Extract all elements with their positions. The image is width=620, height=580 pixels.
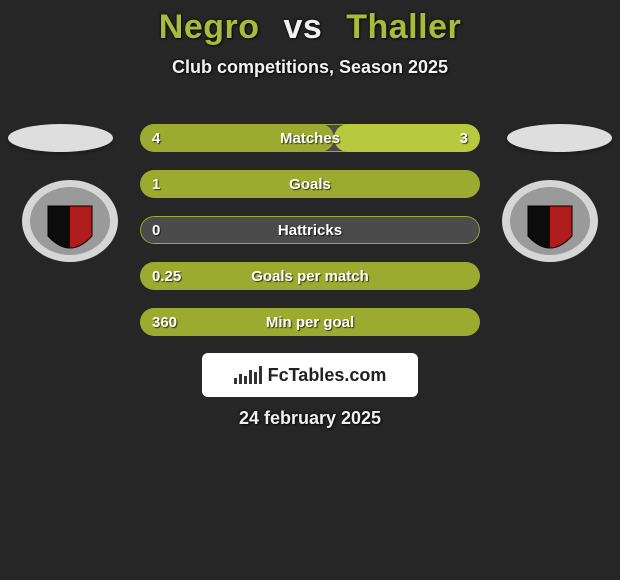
subtitle: Club competitions, Season 2025 bbox=[0, 57, 620, 78]
player-2-name: Thaller bbox=[346, 8, 461, 46]
stats-table: Matches4 3 Goals1 Hattricks0 Goals per match… bbox=[140, 124, 480, 354]
stat-value-left: 4 bbox=[152, 124, 160, 152]
comparison-card: Negro vs Thaller Club competitions, Seas… bbox=[0, 0, 620, 580]
player-2-club-crest: C.A. COLON bbox=[500, 178, 600, 264]
brand-badge: FcTables.com bbox=[202, 353, 418, 397]
stat-value-left: 0 bbox=[152, 216, 160, 244]
player-1-name: Negro bbox=[159, 8, 260, 46]
page-title: Negro vs Thaller bbox=[0, 0, 620, 47]
stat-row: Min per goal360 bbox=[140, 308, 480, 336]
stat-label: Goals bbox=[140, 170, 480, 198]
stat-row: Goals per match0.25 bbox=[140, 262, 480, 290]
stat-value-right: 3 bbox=[460, 124, 468, 152]
title-vs: vs bbox=[283, 8, 322, 46]
player-2-photo-placeholder bbox=[507, 124, 612, 152]
stat-label: Min per goal bbox=[140, 308, 480, 336]
stat-label: Matches bbox=[140, 124, 480, 152]
stat-label: Goals per match bbox=[140, 262, 480, 290]
brand-text: FcTables.com bbox=[268, 365, 387, 386]
stat-label: Hattricks bbox=[140, 216, 480, 244]
stat-row: Hattricks0 bbox=[140, 216, 480, 244]
brand-chart-icon bbox=[234, 366, 262, 384]
player-1-club-crest: C.A. COLON bbox=[20, 178, 120, 264]
player-1-photo-placeholder bbox=[8, 124, 113, 152]
stat-row: Goals1 bbox=[140, 170, 480, 198]
stat-row: Matches4 3 bbox=[140, 124, 480, 152]
stat-value-left: 0.25 bbox=[152, 262, 181, 290]
stat-value-left: 360 bbox=[152, 308, 177, 336]
stat-value-left: 1 bbox=[152, 170, 160, 198]
date-text: 24 february 2025 bbox=[0, 408, 620, 429]
